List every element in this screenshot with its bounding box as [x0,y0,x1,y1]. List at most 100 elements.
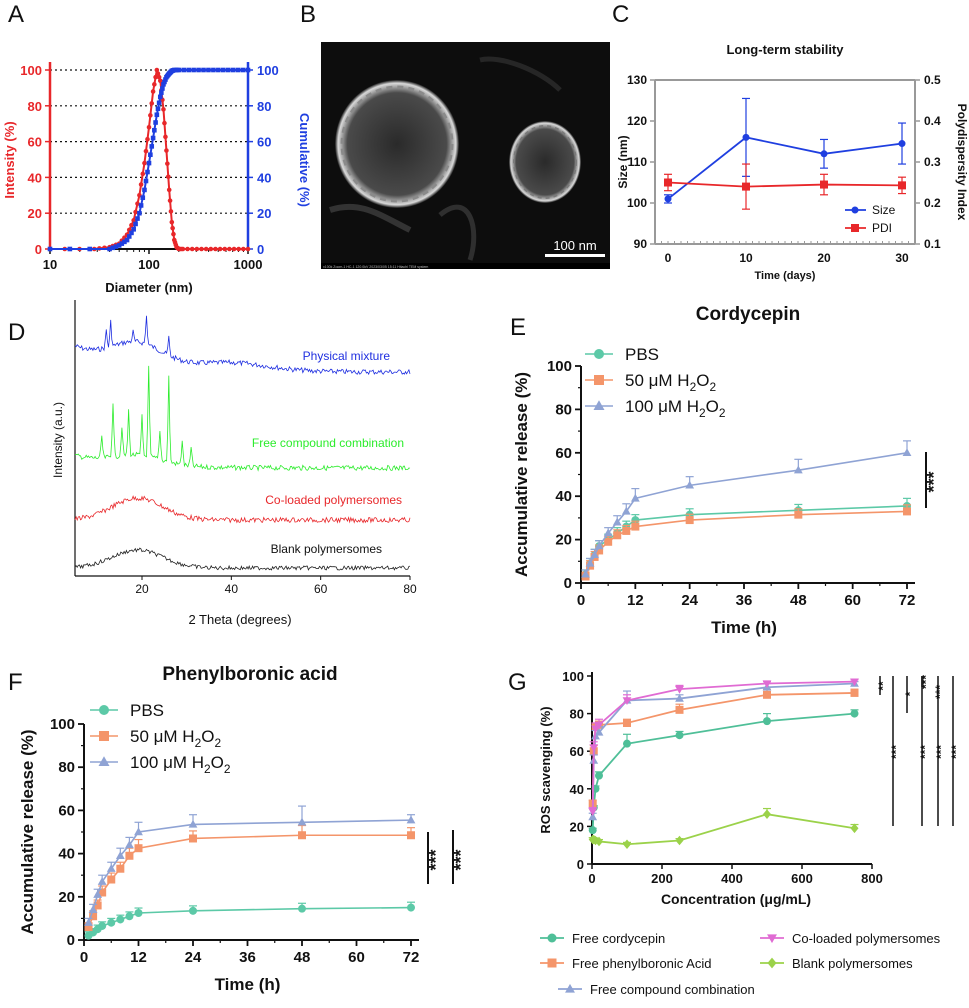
data-point-cumulative [159,90,164,95]
data-point [850,688,859,697]
data-point-cumulative [138,203,144,208]
data-point-intensity [217,246,223,252]
y-tick-label-left: 60 [28,135,42,150]
y-tick-label-right: 100 [257,63,279,78]
y-tick-label-left: 80 [28,99,42,114]
legend-label: PBS [130,701,164,720]
data-point-pdi [664,178,672,187]
y-tick-label: 20 [570,819,584,834]
y-tick-label: 0 [564,575,572,592]
y-tick-label: 40 [58,846,75,863]
data-point [585,558,595,567]
data-point [407,831,415,840]
y-tick-label-left: 130 [627,73,647,87]
data-point-cumulative [211,67,216,73]
data-point-pdi [742,182,750,191]
data-point [89,912,98,921]
vesicle-large [335,80,459,208]
data-point-intensity [170,225,175,231]
data-point [588,812,598,821]
trace-label: Physical mixture [303,349,391,363]
data-point [675,835,684,846]
legend-label: Free phenylboronic Acid [572,956,711,971]
y-axis-label-left: Size (nm) [616,135,630,188]
data-point [850,823,859,834]
data-point-intensity [185,246,190,252]
x-tick-label: 0 [665,251,672,265]
data-point-intensity [222,246,228,252]
x-axis-label: Diameter (nm) [105,280,192,295]
data-point [407,903,415,912]
data-point-intensity [227,246,232,252]
data-point-cumulative [145,169,150,175]
significance-label: * [903,691,917,696]
trace-label: Blank polymersomes [271,542,382,556]
data-point-cumulative [150,135,156,141]
x-axis-label: Time (h) [711,618,777,637]
data-point-cumulative [162,79,167,85]
data-point-cumulative [155,106,161,112]
y-tick-label-right: 20 [257,206,271,221]
legend-label: 100 μM H2O2 [130,753,231,776]
data-point-cumulative [122,239,127,245]
data-point-intensity [146,124,152,130]
panel-label-F: F [8,669,23,696]
data-point-cumulative [186,67,191,73]
data-point-intensity [154,67,160,73]
data-point-intensity [166,187,172,193]
series-line-size [667,136,903,200]
series-line [592,813,855,846]
x-tick-label: 0 [588,871,595,886]
data-point-size [820,150,828,158]
data-point-intensity [142,160,147,166]
data-point-cumulative [148,152,153,158]
series-line [591,692,855,804]
y-axis-label: ROS scavenging (%) [538,706,553,833]
data-point-cumulative [161,82,166,87]
data-point [93,901,102,910]
x-tick-label: 24 [185,949,202,966]
data-point [621,506,631,515]
data-point-intensity [203,246,209,252]
data-point [589,744,599,753]
data-point-cumulative [230,67,236,73]
significance-label: *** [919,675,933,689]
y-tick-label-left: 100 [627,196,647,210]
data-point [125,851,134,860]
data-point-intensity [133,209,138,215]
y-tick-label-left: 100 [20,63,42,78]
legend-label: 50 μM H2O2 [130,727,221,750]
data-point-cumulative [201,67,206,73]
x-tick-label: 60 [314,582,328,596]
x-tick-label: 200 [651,871,673,886]
x-tick-label: 48 [790,592,807,609]
data-point-intensity [135,201,140,206]
data-point [762,680,772,689]
legend-label: 50 μM H2O2 [625,371,716,394]
y-tick-label: 80 [570,707,584,722]
scale-bar [545,254,605,257]
data-point [98,921,107,930]
legend-marker [594,349,604,359]
data-point-cumulative [107,246,112,252]
y-tick-label-left: 120 [627,114,647,128]
significance-label: *** [426,849,446,870]
chart-title: Long-term stability [726,42,844,57]
data-point-size [742,133,750,141]
y-tick-label-right: 0.2 [924,196,941,210]
data-point-cumulative [119,241,125,246]
vesicle-inner-texture [340,85,454,203]
y-axis-label-right: Polydispersity Index [955,104,969,221]
vesicle-inner-texture [513,125,577,199]
y-tick-label-right: 40 [257,170,271,185]
data-point-intensity [167,198,173,203]
data-point [850,709,859,718]
data-point-intensity [245,246,251,252]
data-point-cumulative [129,230,134,236]
y-tick-label: 40 [570,782,584,797]
data-point [613,531,622,540]
panel-label-D: D [8,319,25,346]
y-tick-label: 40 [555,488,572,505]
data-point [685,516,694,525]
data-point-intensity [155,71,161,76]
